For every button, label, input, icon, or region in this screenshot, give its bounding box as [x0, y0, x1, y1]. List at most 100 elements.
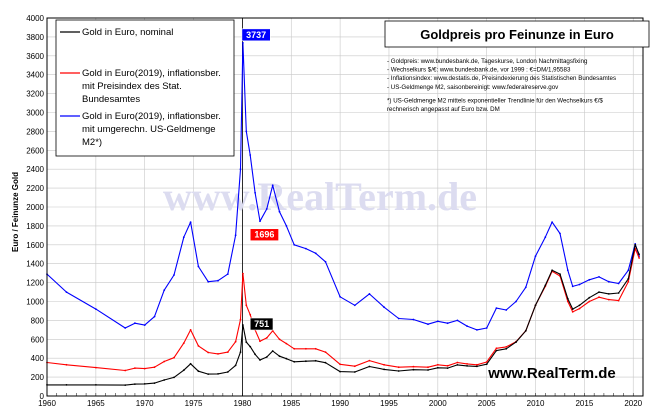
series-point-0 — [505, 347, 508, 350]
series-point-1 — [143, 367, 146, 370]
series-point-1 — [466, 363, 468, 365]
series-point-1 — [65, 363, 68, 366]
series-point-1 — [588, 300, 591, 303]
series-point-2 — [293, 243, 296, 246]
series-point-1 — [305, 347, 307, 350]
legend-text-nominal: Gold in Euro, nominal — [82, 27, 173, 38]
series-point-2 — [189, 221, 192, 224]
series-point-0 — [314, 359, 317, 362]
series-point-1 — [95, 366, 97, 369]
series-point-2 — [95, 308, 97, 310]
series-point-0 — [234, 364, 237, 367]
series-point-1 — [265, 337, 268, 339]
y-tick-label: 0 — [40, 392, 45, 401]
series-point-0 — [293, 360, 296, 363]
y-tick-label: 2600 — [26, 146, 44, 155]
series-point-2 — [234, 234, 237, 237]
series-point-1 — [383, 363, 385, 366]
y-tick-label: 2200 — [26, 184, 44, 193]
x-tick-label: 2015 — [575, 399, 593, 408]
series-point-0 — [173, 376, 175, 379]
series-point-1 — [245, 304, 248, 307]
legend: Gold in Euro, nominal Gold in Euro(2019)… — [55, 19, 235, 157]
series-point-0 — [217, 373, 219, 375]
series-point-0 — [485, 363, 488, 366]
series-point-0 — [163, 379, 166, 381]
plot-frame — [46, 17, 644, 397]
series-point-0 — [534, 304, 537, 307]
y-tick-label: 1200 — [26, 279, 44, 288]
series-point-0 — [95, 384, 97, 386]
value-label-text: 1696 — [254, 230, 274, 240]
series-point-2 — [182, 236, 185, 239]
series-point-2 — [278, 210, 281, 213]
series-point-1 — [397, 366, 400, 369]
series-point-2 — [324, 260, 327, 263]
series-point-2 — [559, 232, 561, 235]
legend-text-m2-3: M2*) — [82, 137, 102, 148]
x-tick-label: 2005 — [478, 399, 496, 408]
y-tick-label: 2400 — [26, 165, 44, 174]
legend-box — [55, 19, 235, 157]
legend-text-m2-2: mit umgerechn. US-Geldmenge — [82, 124, 216, 135]
series-point-1 — [436, 363, 439, 366]
series-point-2 — [397, 317, 400, 320]
series-point-0 — [588, 296, 591, 299]
series-point-2 — [226, 273, 229, 275]
series-point-0 — [571, 308, 574, 310]
y-tick-label: 1000 — [26, 298, 44, 307]
legend-text-cpi-1: Gold in Euro(2019), inflationsber. — [82, 68, 221, 79]
y-tick-label: 400 — [31, 354, 45, 363]
series-point-2 — [571, 285, 574, 288]
y-axis-label: Euro / Feinunze Gold — [11, 172, 20, 252]
y-tick-label: 3800 — [26, 33, 44, 42]
series-point-1 — [182, 342, 185, 344]
series-point-2 — [124, 327, 127, 329]
series-point-2 — [495, 307, 498, 309]
series-point-0 — [551, 269, 553, 272]
series-point-2 — [265, 208, 268, 210]
title-frame — [384, 20, 650, 48]
series-point-0 — [305, 360, 307, 363]
series-point-0 — [544, 284, 547, 287]
series-point-0 — [524, 329, 527, 332]
series-point-2 — [544, 236, 547, 239]
value-label-box — [249, 317, 274, 331]
series-point-2 — [285, 225, 288, 227]
series-point-2 — [607, 280, 610, 283]
series-point-0 — [559, 273, 561, 275]
value-label-text: 751 — [254, 319, 269, 329]
series-point-1 — [571, 311, 574, 313]
y-tick-label: 600 — [31, 335, 45, 344]
x-tick-label: 1980 — [234, 399, 252, 408]
legend-label-nominal: Gold in Euro, nominal — [82, 27, 173, 38]
series-point-2 — [163, 289, 166, 292]
series-point-0 — [197, 370, 200, 373]
y-tick-label: 3200 — [26, 90, 44, 99]
series-point-0 — [153, 382, 156, 384]
series-point-0 — [427, 369, 429, 371]
source-line: - Wechselkurs $/€: www.bundesbank.de, vo… — [387, 67, 571, 74]
series-point-0 — [412, 368, 415, 371]
y-tick-label: 3000 — [26, 109, 44, 118]
x-tick-label: 1965 — [87, 399, 105, 408]
series-point-1 — [249, 313, 252, 316]
y-tick-label: 3600 — [26, 52, 44, 61]
y-tick-label: 3400 — [26, 71, 44, 80]
series-point-2 — [598, 276, 600, 278]
series-point-2 — [134, 322, 136, 325]
series-point-2 — [476, 329, 478, 331]
series-point-1 — [617, 299, 620, 302]
series-point-1 — [476, 363, 478, 366]
series-point-2 — [383, 306, 385, 309]
series-point-1 — [285, 342, 288, 345]
series-point-2 — [339, 295, 341, 298]
legend-text-cpi-2: mit Preisindex des Stat. — [82, 81, 182, 92]
series-point-0 — [607, 293, 610, 295]
legend-label-m2: Gold in Euro(2019), inflationsber. mit u… — [82, 111, 224, 148]
series-point-2 — [259, 220, 261, 223]
series-point-1 — [124, 369, 127, 372]
series-point-0 — [285, 357, 288, 360]
x-tick-label: 2000 — [429, 399, 447, 408]
source-line: - US-Geldmenge M2, saisonbereinigt: www.… — [387, 84, 559, 91]
